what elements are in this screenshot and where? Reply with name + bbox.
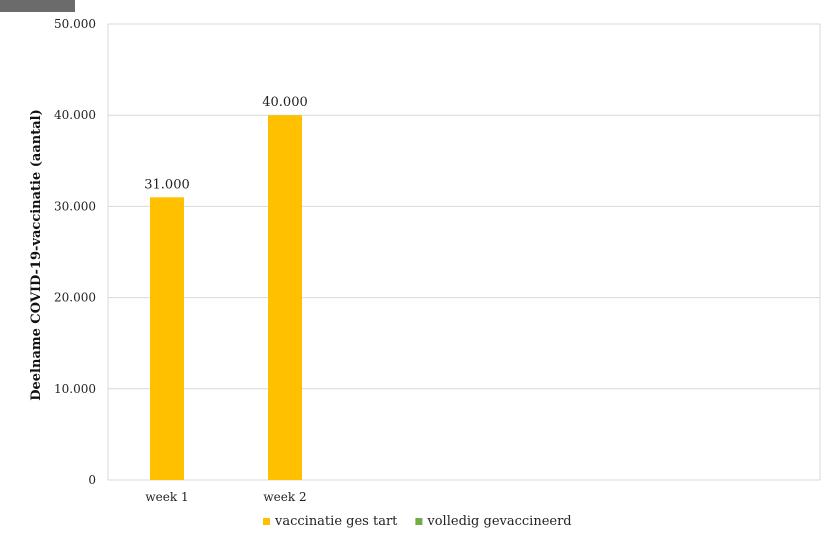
plot-border [107, 23, 821, 481]
y-tick-label: 0 [88, 473, 96, 487]
y-tick-label: 40.000 [54, 108, 96, 122]
legend-label: volledig gevaccineerd [426, 514, 571, 529]
x-tick-label: week 2 [263, 490, 306, 504]
legend: vaccinatie ges tart volledig gevaccineerd [263, 514, 572, 529]
bar [150, 197, 184, 480]
y-tick-label: 50.000 [54, 17, 96, 31]
legend-swatch [263, 518, 270, 525]
x-axis-ticks: week 1 week 2 [145, 490, 306, 504]
y-axis-ticks: 0 10.000 20.000 30.000 40.000 50.000 [54, 17, 96, 487]
y-tick-label: 10.000 [54, 382, 96, 396]
data-label: 40.000 [262, 95, 308, 110]
plot-frame [107, 23, 821, 481]
bar [268, 115, 302, 480]
y-tick-label: 20.000 [54, 291, 96, 305]
y-axis-title: Deelname COVID-19-vaccinatie (aantal) [29, 109, 44, 401]
corner-tab [0, 0, 75, 12]
y-tick-label: 30.000 [54, 199, 96, 213]
legend-swatch [415, 518, 423, 525]
data-label: 31.000 [144, 177, 190, 192]
gridlines [108, 23, 820, 481]
legend-label: vaccinatie ges tart [274, 514, 398, 529]
data-labels: 31.000 40.000 [144, 95, 308, 192]
bars [150, 115, 302, 480]
x-tick-label: week 1 [145, 490, 188, 504]
